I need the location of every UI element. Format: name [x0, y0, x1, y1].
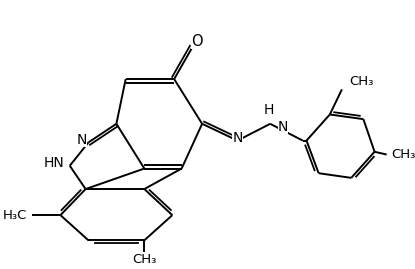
Text: O: O — [191, 34, 203, 49]
Text: CH₃: CH₃ — [391, 148, 415, 161]
Text: HN: HN — [44, 156, 64, 170]
Text: N: N — [232, 131, 243, 145]
Text: CH₃: CH₃ — [349, 75, 374, 88]
Text: N: N — [76, 133, 87, 147]
Text: H: H — [264, 103, 274, 117]
Text: N: N — [278, 120, 288, 134]
Text: H₃C: H₃C — [2, 209, 27, 222]
Text: CH₃: CH₃ — [132, 253, 156, 266]
